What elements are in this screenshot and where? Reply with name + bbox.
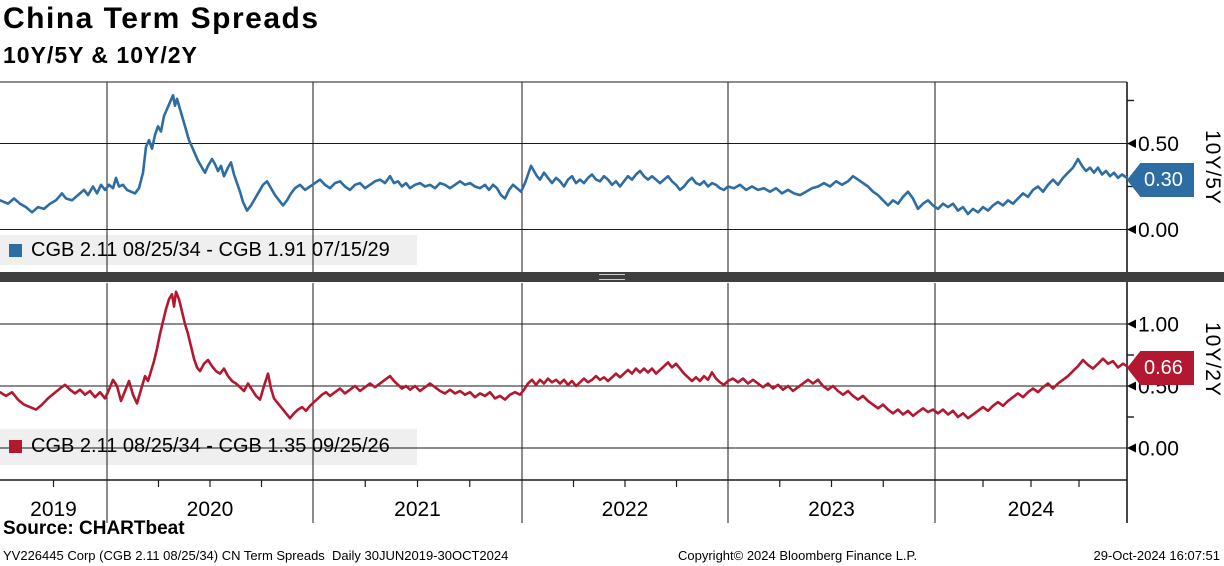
legend-swatch-blue <box>9 243 22 257</box>
series-line-10y2y <box>0 290 1129 420</box>
x-tick-label-year: 2024 <box>1008 498 1055 521</box>
last-price-value: 0.30 <box>1144 168 1183 191</box>
tick-arrow-icon <box>1127 319 1136 329</box>
x-tick-label-year: 2022 <box>602 498 649 521</box>
timestamp: 29-Oct-2024 16:07:51 <box>1093 548 1220 563</box>
legend-10y2y[interactable]: CGB 2.11 08/25/34 - CGB 1.35 09/25/26 <box>0 431 417 461</box>
page-subtitle: 10Y/5Y & 10Y/2Y <box>3 42 198 68</box>
legend-box <box>0 235 417 265</box>
legend-swatch-red <box>9 439 22 453</box>
source-label: Source: CHARTbeat <box>3 518 185 539</box>
x-tick-label-year: 2021 <box>394 498 441 521</box>
x-tick-label-year: 2020 <box>187 498 234 521</box>
panel-resize-handle[interactable] <box>0 272 1224 282</box>
x-tick-label-year: 2019 <box>30 498 77 521</box>
last-price-tag-10y2y: 0.66 <box>1127 351 1194 385</box>
grip-icon <box>599 274 625 280</box>
legend-label: CGB 2.11 08/25/34 - CGB 1.35 09/25/26 <box>31 434 390 457</box>
tick-arrow-icon <box>1127 225 1136 234</box>
tick-arrow-icon <box>1127 139 1136 148</box>
y-tick-label: 0.00 <box>1138 219 1179 242</box>
last-price-value: 0.66 <box>1144 356 1183 379</box>
y-tick-label: 0.50 <box>1138 133 1179 156</box>
last-price-tag-10y5y: 0.30 <box>1127 163 1194 197</box>
info-bar: YV226445 Corp (CGB 2.11 08/25/34) CN Ter… <box>0 546 1224 564</box>
copyright-text: Copyright© 2024 Bloomberg Finance L.P. <box>678 548 918 563</box>
legend-10y5y[interactable]: CGB 2.11 08/25/34 - CGB 1.91 07/15/29 <box>0 235 417 265</box>
tick-arrow-icon <box>1127 381 1136 391</box>
tick-arrow-icon <box>1127 443 1136 453</box>
legend-box <box>0 429 417 465</box>
legend-label: CGB 2.11 08/25/34 - CGB 1.91 07/15/29 <box>31 238 390 261</box>
y-tick-label: 0.00 <box>1138 438 1179 461</box>
y-tick-label: 1.00 <box>1138 314 1179 337</box>
page-title: China Term Spreads <box>3 2 320 35</box>
ticker-info: YV226445 Corp (CGB 2.11 08/25/34) CN Ter… <box>3 548 509 563</box>
y-axis-title-10y2y: 10Y/2Y <box>1201 322 1224 397</box>
series-line-10y5y <box>0 94 1129 216</box>
x-tick-label-year: 2023 <box>808 498 855 521</box>
y-axis-title-10y5y: 10Y/5Y <box>1201 130 1224 205</box>
